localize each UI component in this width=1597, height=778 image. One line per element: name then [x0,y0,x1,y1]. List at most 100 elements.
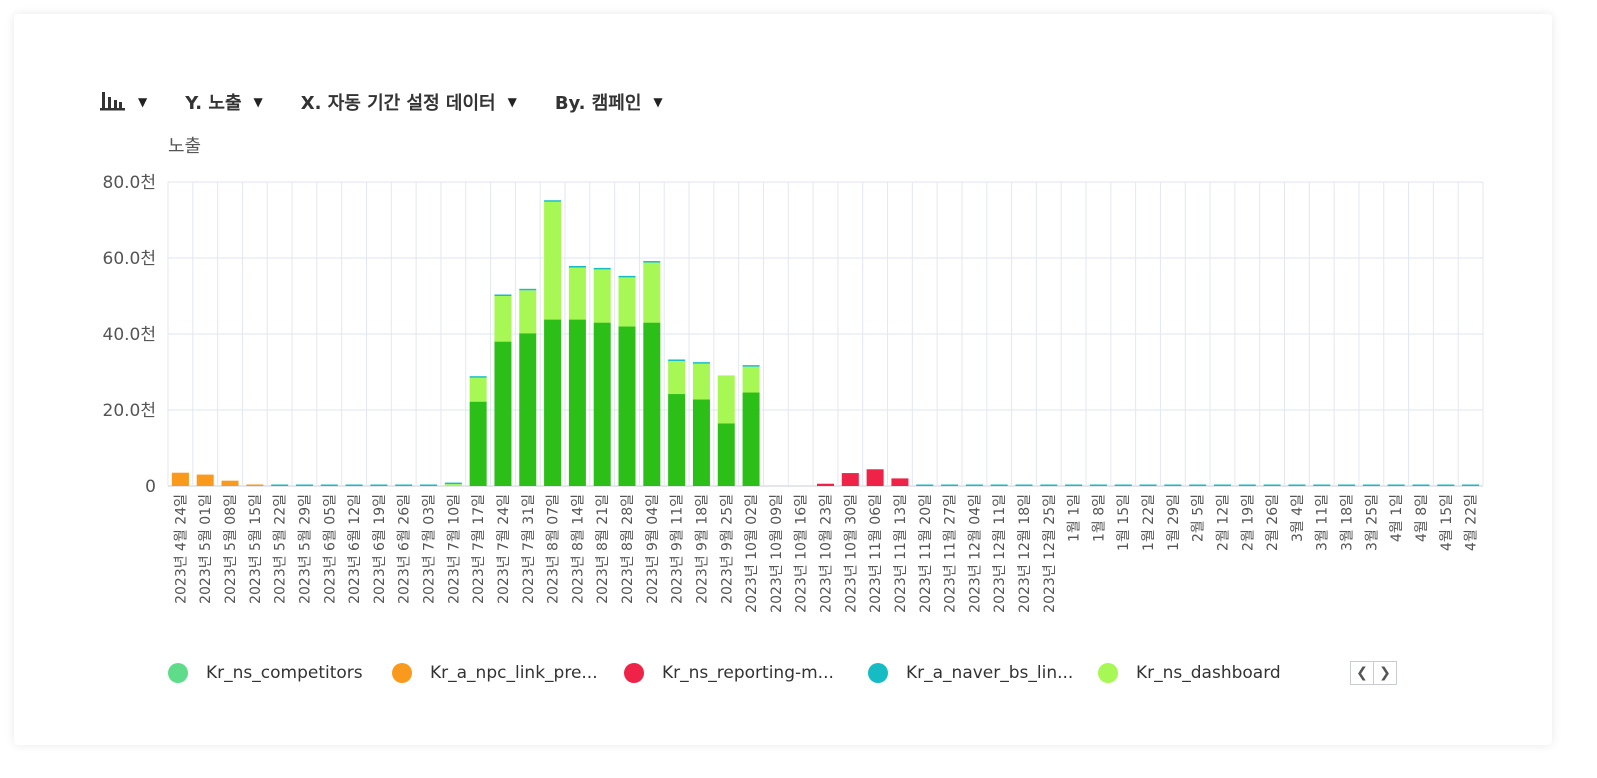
x-tick-group: 1월 1일 [1067,494,1083,542]
bar-segment[interactable] [593,322,611,486]
bar-segment[interactable] [544,319,562,486]
bar-segment[interactable] [1015,484,1033,487]
bar-segment[interactable] [519,290,537,334]
y-axis-dropdown[interactable]: Y. 노출 ▼ [185,89,263,115]
triangle-down-icon: ▼ [253,95,263,109]
bar-segment[interactable] [1263,484,1281,487]
bar-segment[interactable] [196,474,214,486]
chart-type-dropdown[interactable]: ▼ [100,89,147,116]
bar-segment[interactable] [668,394,686,486]
bar-segment[interactable] [1462,484,1480,487]
bar-segment[interactable] [742,392,760,486]
bar-segment[interactable] [494,341,512,486]
bar-segment[interactable] [618,275,636,278]
bar-segment[interactable] [246,484,264,486]
bar-segment[interactable] [544,200,562,202]
bar-segment[interactable] [370,484,388,487]
bar-segment[interactable] [395,484,413,487]
bar-chart-icon [100,89,126,116]
bar-segment[interactable] [692,363,710,400]
bar-segment[interactable] [171,472,189,486]
group-by-dropdown[interactable]: By. 캠페인 ▼ [555,89,663,115]
bar-segment[interactable] [692,399,710,486]
bar-segment[interactable] [568,267,586,320]
bar-segment[interactable] [990,484,1008,487]
bar-segment[interactable] [916,484,934,487]
bar-segment[interactable] [221,480,239,486]
legend-dot-icon [624,663,644,683]
bar-segment[interactable] [1139,484,1157,487]
bar-segment[interactable] [643,322,661,486]
bar-segment[interactable] [1387,484,1405,487]
x-tick-group: 2023년 7월 17일 [471,494,487,604]
x-tick-group: 2023년 7월 31일 [521,494,537,604]
bar-segment[interactable] [1114,484,1132,487]
bar-segment[interactable] [420,484,438,487]
x-tick-label: 2023년 4월 24일 [173,494,189,604]
bar-segment[interactable] [643,262,661,323]
bar-segment[interactable] [717,423,735,486]
bar-segment[interactable] [444,482,462,485]
x-tick-group: 2023년 8월 21일 [595,494,611,604]
bar-segment[interactable] [271,484,289,487]
x-tick-group: 3월 4일 [1290,494,1306,542]
bar-segment[interactable] [519,333,537,486]
bar-segment[interactable] [1065,484,1083,487]
bar-segment[interactable] [593,269,611,323]
chart-toolbar: ▼ Y. 노출 ▼ X. 자동 기간 설정 데이터 ▼ By. 캠페인 ▼ [100,88,701,116]
bar-segment[interactable] [841,473,859,486]
x-axis-dropdown[interactable]: X. 자동 기간 설정 데이터 ▼ [301,89,517,115]
bar-segment[interactable] [941,484,959,487]
legend-item[interactable]: Kr_a_npc_link_pre... [392,658,598,688]
bar-segment[interactable] [544,201,562,320]
legend-prev-button[interactable]: ❮ [1350,661,1374,685]
legend-item[interactable]: Kr_ns_dashboard [1098,658,1281,688]
x-tick-label: 2023년 5월 15일 [248,494,264,604]
bar-segment[interactable] [692,362,710,364]
bar-segment[interactable] [1288,484,1306,487]
bar-segment[interactable] [1164,484,1182,487]
bar-segment[interactable] [643,261,661,263]
legend-item-partial[interactable] [1310,658,1324,688]
bar-segment[interactable] [494,294,512,297]
bar-segment[interactable] [618,277,636,327]
bar-segment[interactable] [1412,484,1430,487]
bar-segment[interactable] [866,469,884,486]
bar-segment[interactable] [1213,484,1231,487]
bar-segment[interactable] [469,377,487,402]
bar-segment[interactable] [568,319,586,486]
bar-segment[interactable] [568,266,586,268]
bar-segment[interactable] [891,478,909,486]
bar-segment[interactable] [717,375,735,424]
x-tick-group: 2023년 10월 09일 [769,494,785,613]
bar-segment[interactable] [1437,484,1455,487]
legend-label: Kr_a_naver_bs_lin... [906,663,1074,683]
bar-segment[interactable] [494,296,512,342]
bar-segment[interactable] [817,483,834,486]
bar-segment[interactable] [469,376,487,378]
bar-segment[interactable] [742,365,760,367]
legend-next-button[interactable]: ❯ [1373,661,1397,685]
bar-segment[interactable] [668,359,686,361]
bar-segment[interactable] [965,484,983,487]
bar-segment[interactable] [742,366,760,393]
bar-segment[interactable] [1238,484,1256,487]
bar-segment[interactable] [1040,484,1058,487]
bar-segment[interactable] [345,484,363,487]
bar-segment[interactable] [668,360,686,395]
bar-segment[interactable] [320,484,338,487]
legend-item[interactable]: Kr_ns_competitors [168,658,363,688]
bar-segment[interactable] [295,484,313,487]
bar-segment[interactable] [1313,484,1331,487]
bar-segment[interactable] [1362,484,1380,487]
bar-segment[interactable] [1338,484,1356,487]
bar-segment[interactable] [519,288,537,291]
bar-segment[interactable] [469,401,487,486]
bar-segment[interactable] [444,484,462,486]
legend-item[interactable]: Kr_ns_reporting-m... [624,658,834,688]
bar-segment[interactable] [1089,484,1107,487]
bar-segment[interactable] [593,267,611,270]
legend-item[interactable]: Kr_a_naver_bs_lin... [868,658,1073,688]
bar-segment[interactable] [618,326,636,486]
bar-segment[interactable] [1189,484,1207,487]
